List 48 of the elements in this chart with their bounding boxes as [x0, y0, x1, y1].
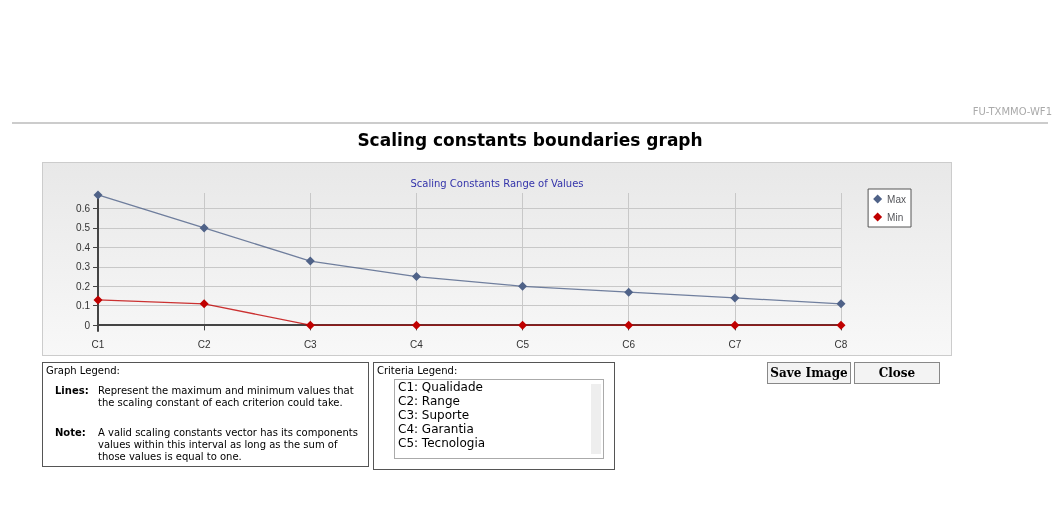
- y-tick-label: 0.2: [76, 280, 91, 292]
- text: Lines:: [55, 385, 89, 396]
- text: Close: [854, 362, 940, 384]
- y-tick-label: 0: [84, 319, 91, 331]
- point: [93, 295, 103, 305]
- text: Graph Legend:: [46, 365, 120, 376]
- chart-title: Scaling Constants Range of Values: [410, 177, 584, 189]
- point: [518, 320, 528, 330]
- text: Note:: [55, 427, 86, 438]
- chart-subtitle: Scaling constants boundaries graph: [356, 130, 704, 150]
- x-tick-label: C7: [728, 338, 742, 350]
- y-tick-label: 0.4: [76, 241, 91, 253]
- point: [624, 320, 634, 330]
- point: [518, 281, 528, 291]
- point: [93, 190, 103, 200]
- x-tick-label: C6: [622, 338, 636, 350]
- text: Represent the maximum and minimum values that the scaling constant of each criterion could take.: [98, 385, 355, 409]
- text: FU-TXMMO-WF1: [972, 106, 1052, 117]
- text: C3: Suporte: [398, 408, 471, 422]
- point: [411, 320, 421, 330]
- y-tick-label: 0.6: [76, 203, 91, 215]
- point: [836, 299, 846, 309]
- y-tick-label: 0.1: [76, 300, 91, 312]
- text: C2: Range: [398, 394, 461, 408]
- x-tick-label: C8: [834, 338, 848, 350]
- text: C1: Qualidade: [398, 380, 484, 394]
- point: [730, 293, 740, 303]
- text: A valid scaling constants vector has its components values within this interval as long as the sum of those values is equal to one.: [98, 427, 358, 463]
- point: [305, 320, 315, 330]
- point: [199, 299, 209, 309]
- legend-label: Min: [887, 211, 904, 223]
- y-tick-label: 0.5: [76, 222, 91, 234]
- legend-label: Max: [887, 193, 907, 205]
- text: C4: Garantia: [398, 422, 475, 436]
- point: [624, 287, 634, 297]
- point: [199, 223, 209, 233]
- x-tick-label: C4: [410, 338, 424, 350]
- point: [411, 272, 421, 282]
- x-tick-label: C3: [303, 338, 318, 350]
- x-tick-label: C2: [197, 338, 211, 350]
- text: Save Image: [767, 362, 851, 384]
- x-tick-label: C5: [516, 338, 530, 350]
- point: [305, 256, 315, 266]
- text: C5: Tecnologia: [398, 436, 487, 450]
- text: Criteria Legend:: [377, 365, 458, 376]
- y-tick-label: 0.3: [76, 261, 91, 273]
- point: [730, 320, 740, 330]
- x-tick-label: C1: [91, 338, 105, 350]
